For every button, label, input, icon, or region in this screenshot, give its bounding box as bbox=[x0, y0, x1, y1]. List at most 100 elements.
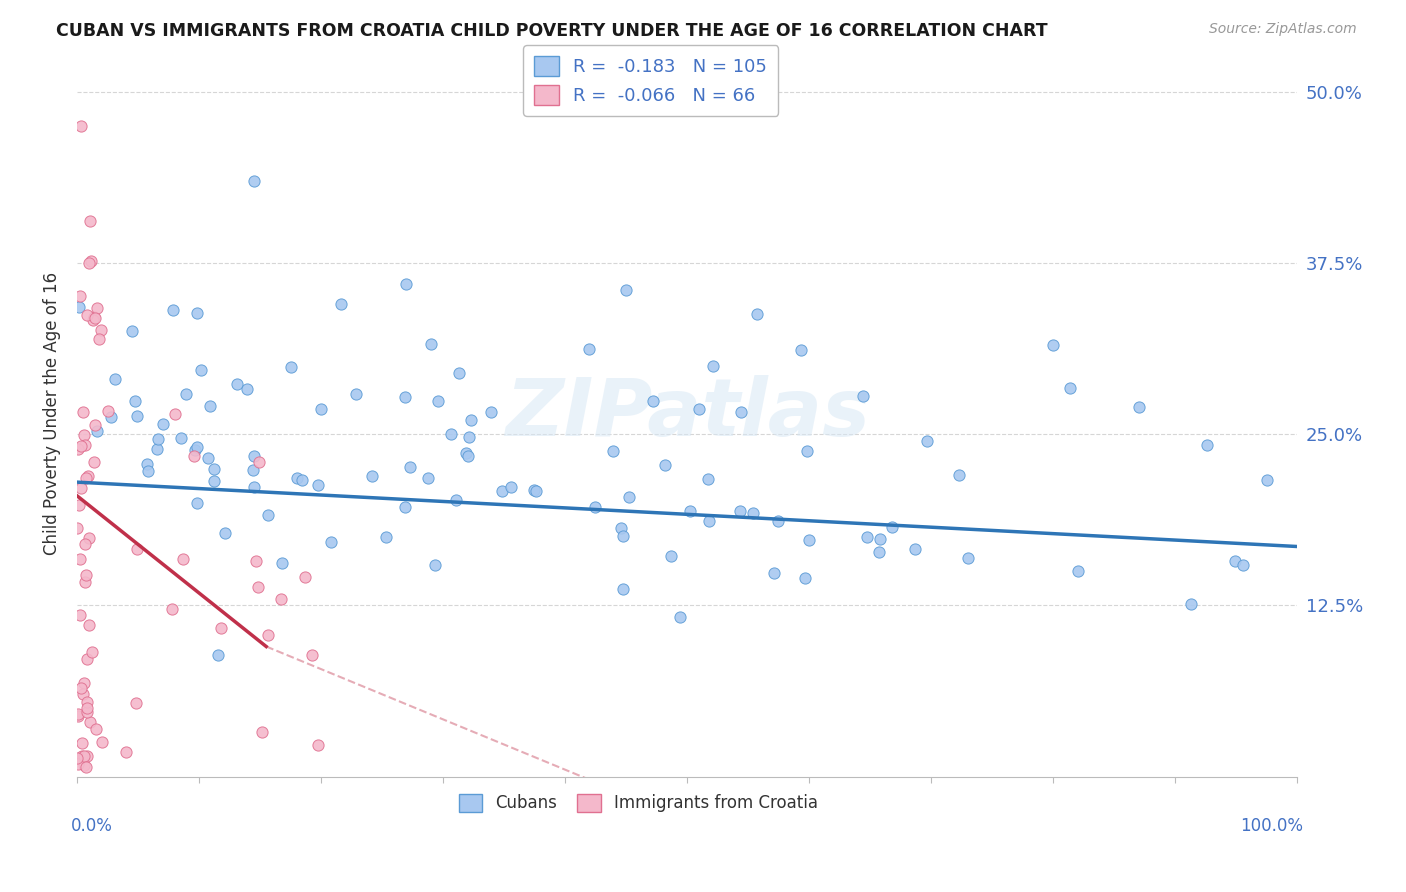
Point bbox=[1256, 473, 1278, 487]
Point bbox=[301, 648, 323, 663]
Point bbox=[309, 402, 332, 417]
Point bbox=[243, 174, 266, 188]
Point bbox=[124, 394, 146, 409]
Legend: Cubans, Immigrants from Croatia: Cubans, Immigrants from Croatia bbox=[453, 787, 824, 819]
Point bbox=[79, 214, 101, 228]
Point bbox=[209, 621, 232, 635]
Point bbox=[83, 310, 105, 324]
Point bbox=[75, 567, 97, 582]
Point bbox=[84, 417, 107, 432]
Point bbox=[80, 253, 103, 268]
Point bbox=[614, 284, 637, 298]
Point bbox=[763, 566, 786, 580]
Point bbox=[202, 475, 225, 489]
Point bbox=[285, 471, 308, 485]
Point bbox=[654, 458, 676, 472]
Point bbox=[669, 610, 692, 624]
Point bbox=[1232, 558, 1254, 572]
Point bbox=[72, 688, 94, 702]
Point bbox=[67, 498, 90, 512]
Point bbox=[394, 390, 416, 404]
Point bbox=[855, 530, 877, 544]
Point bbox=[602, 443, 624, 458]
Point bbox=[90, 323, 112, 337]
Point bbox=[374, 530, 396, 544]
Point bbox=[174, 387, 197, 401]
Point bbox=[146, 442, 169, 457]
Y-axis label: Child Poverty Under the Age of 16: Child Poverty Under the Age of 16 bbox=[44, 272, 60, 555]
Point bbox=[793, 571, 815, 585]
Point bbox=[1197, 438, 1219, 452]
Point bbox=[247, 580, 270, 594]
Point bbox=[790, 343, 813, 357]
Point bbox=[796, 444, 818, 458]
Point bbox=[84, 310, 107, 325]
Point bbox=[612, 529, 634, 543]
Point bbox=[67, 708, 90, 723]
Point bbox=[73, 749, 96, 764]
Point bbox=[702, 359, 724, 373]
Point bbox=[72, 405, 94, 419]
Point bbox=[121, 324, 143, 338]
Point bbox=[741, 506, 763, 520]
Point bbox=[420, 337, 443, 351]
Point bbox=[426, 394, 449, 409]
Point bbox=[82, 312, 104, 326]
Point bbox=[183, 449, 205, 463]
Point bbox=[125, 541, 148, 556]
Point bbox=[73, 536, 96, 550]
Point bbox=[398, 460, 420, 475]
Point bbox=[869, 532, 891, 546]
Text: Source: ZipAtlas.com: Source: ZipAtlas.com bbox=[1209, 22, 1357, 37]
Point bbox=[270, 591, 292, 606]
Point bbox=[904, 541, 927, 556]
Point bbox=[1223, 554, 1246, 568]
Point bbox=[423, 558, 446, 572]
Point bbox=[114, 745, 136, 759]
Point bbox=[86, 424, 108, 438]
Point bbox=[948, 468, 970, 483]
Point bbox=[1042, 338, 1064, 352]
Text: CUBAN VS IMMIGRANTS FROM CROATIA CHILD POVERTY UNDER THE AGE OF 16 CORRELATION C: CUBAN VS IMMIGRANTS FROM CROATIA CHILD P… bbox=[56, 22, 1047, 40]
Point bbox=[66, 751, 89, 765]
Point bbox=[257, 628, 280, 642]
Point bbox=[152, 417, 174, 431]
Point bbox=[250, 725, 273, 739]
Point bbox=[83, 455, 105, 469]
Point bbox=[479, 405, 502, 419]
Point bbox=[236, 382, 259, 396]
Point bbox=[76, 696, 98, 710]
Point bbox=[69, 481, 91, 495]
Point bbox=[125, 696, 148, 710]
Point bbox=[80, 645, 103, 659]
Point bbox=[67, 300, 90, 314]
Point bbox=[69, 607, 91, 622]
Point bbox=[163, 407, 186, 421]
Point bbox=[291, 474, 314, 488]
Point bbox=[242, 480, 264, 494]
Point bbox=[202, 461, 225, 475]
Point bbox=[245, 554, 267, 568]
Point bbox=[457, 429, 479, 443]
Point bbox=[186, 440, 208, 454]
Point bbox=[583, 500, 606, 515]
Point bbox=[198, 399, 221, 413]
Point bbox=[75, 471, 97, 485]
Point bbox=[70, 439, 93, 453]
Point bbox=[97, 404, 120, 418]
Point bbox=[242, 449, 264, 463]
Point bbox=[447, 367, 470, 381]
Point bbox=[75, 574, 97, 589]
Point bbox=[612, 582, 634, 596]
Point bbox=[69, 681, 91, 696]
Point bbox=[247, 455, 270, 469]
Point bbox=[76, 749, 98, 764]
Point bbox=[766, 514, 789, 528]
Point bbox=[797, 533, 820, 548]
Point bbox=[136, 457, 159, 471]
Point bbox=[679, 504, 702, 518]
Point bbox=[242, 462, 264, 476]
Point bbox=[76, 701, 98, 715]
Point bbox=[307, 478, 329, 492]
Point bbox=[491, 484, 513, 499]
